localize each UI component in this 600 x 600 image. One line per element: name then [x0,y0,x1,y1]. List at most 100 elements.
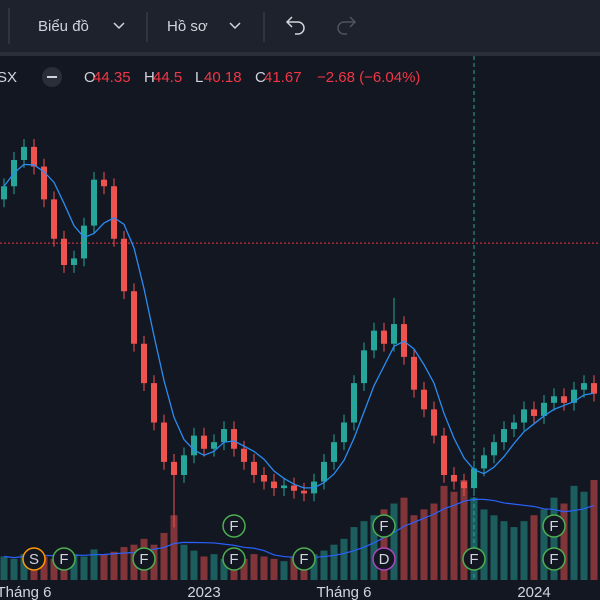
candle-body [411,356,417,390]
event-label: S [29,551,39,568]
candle-body [91,179,97,226]
candle-body [281,485,287,489]
event-badge [542,514,566,538]
candle-body [271,481,277,489]
legend-c-label: C [255,69,266,86]
volume-bar [220,558,228,580]
candle-body [461,481,467,489]
event-label: F [229,518,238,535]
event-badge [462,547,486,571]
legend-l: 40.18 [204,69,242,86]
volume-bar [460,480,468,580]
candle-body [491,442,497,456]
candle-body [331,442,337,462]
event-label: F [59,551,68,568]
volume-bar [440,485,448,580]
candle-body [381,330,387,344]
event-label: F [549,551,558,568]
candle-body [251,461,257,475]
volume-bar [380,509,388,580]
x-tick-label: Tháng 6 [0,584,52,600]
legend-c: 41.67 [264,69,302,86]
candle-body [511,422,517,430]
profile-menu[interactable]: Hồ sơ [167,18,208,35]
event-badge [52,547,76,571]
candle-body [471,468,477,489]
legend-row: O44.35 H44.5 L40.18 C41.67 −2.68 (−6.04%) [84,69,420,86]
event-label: D [379,551,390,568]
volume-bar [0,556,8,580]
candle-body [341,422,347,443]
chevron [229,22,241,30]
candle-body [291,485,297,491]
event-badge [132,547,156,571]
event-badge [222,547,246,571]
candle-body [261,475,267,482]
volume-bar [340,538,348,580]
candle-body [131,291,137,344]
candle-body [141,343,147,384]
volume-bar [560,503,568,580]
redo-button[interactable] [337,16,357,35]
volume-bar [500,521,508,580]
volume-bar [70,554,78,580]
candle-body [441,435,447,475]
candle-body [421,389,427,410]
volume-bar [190,550,198,580]
volume-bar [260,556,268,580]
volume-bar [270,558,278,580]
candle-body [221,429,227,443]
volume-bar [110,551,118,580]
candle-body [551,396,557,403]
undo-button[interactable] [285,16,305,35]
candle-body [171,461,177,475]
volume-bar [90,549,98,580]
candle-body [451,475,457,482]
candle-body [191,435,197,456]
x-tick-label: 2023 [187,584,220,600]
candle-body [241,448,247,462]
legend-change: −2.68 (−6.04%) [317,69,420,86]
candle-body [111,186,117,239]
volume-bar [20,554,28,580]
candle-body [591,383,597,394]
volume-bar [100,554,108,580]
event-badge [222,514,246,538]
candle-body [581,383,587,390]
candle-body [101,179,107,187]
event-badge [372,547,396,571]
volume-bar [480,509,488,580]
volume-bar [570,485,578,580]
legend-h-label: H [144,69,155,86]
candle-body [231,429,237,449]
volume-bar [10,558,18,580]
volume-bar [490,515,498,580]
volume-bar [450,491,458,580]
event-label: F [229,551,238,568]
volume-bar [50,558,58,580]
volume-bar [410,515,418,580]
event-label: F [139,551,148,568]
candle-body [71,258,77,265]
chart-menu[interactable]: Biểu đồ [38,18,89,35]
candle-body [481,455,487,469]
volume-bar [590,480,598,580]
volume-bar [280,561,288,580]
volume-bar [180,544,188,580]
candle-body [561,396,567,403]
event-badge [292,547,316,571]
volume-bar [520,521,528,580]
volume-bar [330,544,338,580]
candle-body [161,422,167,462]
candle-body [501,429,507,443]
volume-bar [390,503,398,580]
event-badge [542,547,566,571]
x-tick-label: 2024 [517,584,550,600]
candle-body [531,409,537,416]
toolbar-border [0,52,600,56]
candle-body [61,238,67,265]
volume-bar [320,550,328,580]
